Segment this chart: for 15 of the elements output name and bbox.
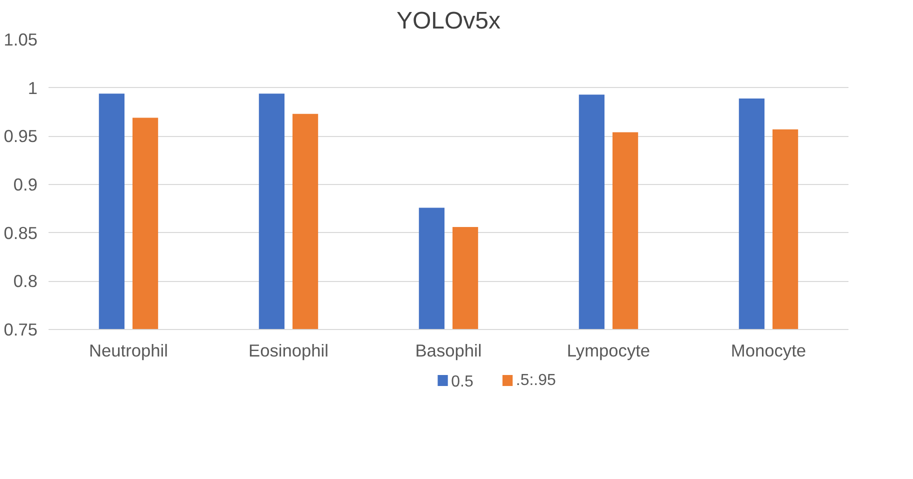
x-tick-label: Lympocyte <box>566 340 650 360</box>
chart-title: YOLOv5x <box>396 8 501 34</box>
x-tick-label: Monocyte <box>730 340 806 360</box>
y-tick-label: 0.9 <box>13 174 38 194</box>
y-tick-label: 1.05 <box>4 30 38 50</box>
legend-label: 0.5 <box>451 374 474 390</box>
y-tick-label: 0.75 <box>4 320 38 340</box>
y-tick-label: 0.95 <box>4 126 38 146</box>
x-tick-label: Eosinophil <box>248 340 328 360</box>
y-tick-label: 1 <box>28 78 38 98</box>
y-tick-label: 0.85 <box>4 222 38 243</box>
legend-label: .5:.95 <box>516 372 556 389</box>
y-tick-label: 0.8 <box>13 271 38 292</box>
x-tick-label: Basophil <box>415 340 482 360</box>
x-tick-label: Neutrophil <box>89 340 168 360</box>
